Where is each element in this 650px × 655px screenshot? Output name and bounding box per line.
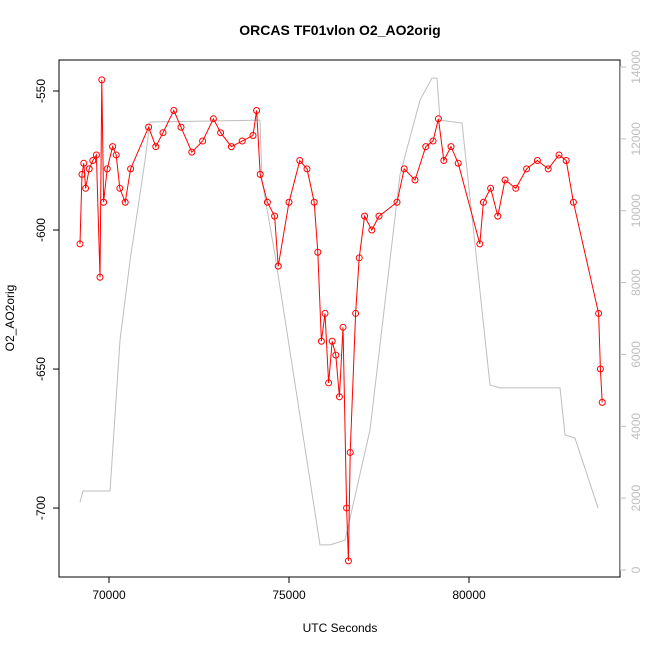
y2-tick-label: 6000: [629, 341, 643, 368]
data-point: [263, 198, 271, 206]
y-axis-label: O2_AO2orig: [3, 285, 17, 352]
data-point: [199, 137, 207, 145]
data-point: [188, 148, 196, 156]
data-point: [595, 309, 603, 317]
data-point: [393, 198, 401, 206]
y2-tick-label: 2000: [629, 484, 643, 511]
data-point: [422, 143, 430, 151]
x-tick-label: 70000: [92, 588, 126, 602]
data-point: [355, 254, 363, 262]
data-point: [217, 129, 225, 137]
data-point: [89, 157, 97, 165]
data-point: [321, 309, 329, 317]
data-point: [317, 337, 325, 345]
data-point: [78, 170, 86, 178]
data-point: [494, 212, 502, 220]
y2-tick-label: 8000: [629, 269, 643, 296]
data-point: [112, 151, 120, 159]
y-tick-label: -600: [34, 218, 48, 242]
data-point: [368, 226, 376, 234]
data-point: [310, 198, 318, 206]
data-point: [103, 165, 111, 173]
y2-tick-label: 10000: [629, 194, 643, 228]
data-point: [533, 157, 541, 165]
series-line: [79, 77, 599, 546]
x-axis-label: UTC Seconds: [303, 621, 378, 635]
data-point: [361, 212, 369, 220]
data-point: [296, 157, 304, 165]
data-point: [434, 115, 442, 123]
data-point: [429, 137, 437, 145]
data-point: [562, 157, 570, 165]
data-point: [314, 248, 322, 256]
data-point: [346, 448, 354, 456]
data-point: [227, 143, 235, 151]
y2-tick-label: 0: [629, 566, 643, 573]
data-point: [596, 365, 604, 373]
data-point: [343, 504, 351, 512]
data-point: [375, 212, 383, 220]
data-point: [249, 131, 257, 139]
data-point: [400, 165, 408, 173]
data-point: [344, 557, 352, 565]
x-tick-label: 80000: [452, 588, 486, 602]
data-point: [152, 143, 160, 151]
data-point: [121, 198, 129, 206]
data-point: [96, 273, 104, 281]
data-point: [116, 184, 124, 192]
data-point: [339, 323, 347, 331]
data-point: [325, 379, 333, 387]
data-point: [476, 240, 484, 248]
data-point: [92, 151, 100, 159]
data-point: [238, 137, 246, 145]
data-point: [209, 115, 217, 123]
data-point: [479, 198, 487, 206]
data-point: [159, 129, 167, 137]
y2-tick-label: 12000: [629, 122, 643, 156]
data-point: [253, 106, 261, 114]
y2-tick-label: 4000: [629, 413, 643, 440]
series-line: [79, 79, 603, 561]
data-point: [98, 76, 106, 84]
data-point: [127, 165, 135, 173]
data-point: [274, 262, 282, 270]
x-tick-label: 75000: [272, 588, 306, 602]
data-point: [555, 151, 563, 159]
chart-title: ORCAS TF01vlon O2_AO2orig: [239, 22, 440, 38]
data-point: [109, 143, 117, 151]
data-point: [76, 240, 84, 248]
data-point: [335, 393, 343, 401]
y-tick-label: -550: [34, 79, 48, 103]
data-point: [145, 123, 153, 131]
data-point: [544, 165, 552, 173]
data-point: [85, 165, 93, 173]
data-point: [328, 337, 336, 345]
data-point: [352, 309, 360, 317]
data-point: [569, 198, 577, 206]
data-point: [487, 184, 495, 192]
y2-tick-label: 14000: [629, 50, 643, 84]
data-point: [447, 143, 455, 151]
data-point: [271, 212, 279, 220]
data-point: [303, 165, 311, 173]
y-tick-label: -700: [34, 496, 48, 520]
data-point: [440, 157, 448, 165]
data-point: [501, 176, 509, 184]
data-point: [598, 398, 606, 406]
data-point: [332, 351, 340, 359]
data-point: [411, 176, 419, 184]
data-point: [82, 184, 90, 192]
data-point: [256, 170, 264, 178]
data-point: [523, 165, 531, 173]
data-point: [512, 184, 520, 192]
data-point: [100, 198, 108, 206]
data-point: [454, 159, 462, 167]
data-point: [170, 106, 178, 114]
data-point: [80, 159, 88, 167]
data-point: [177, 123, 185, 131]
y-tick-label: -650: [34, 357, 48, 381]
data-point: [285, 198, 293, 206]
